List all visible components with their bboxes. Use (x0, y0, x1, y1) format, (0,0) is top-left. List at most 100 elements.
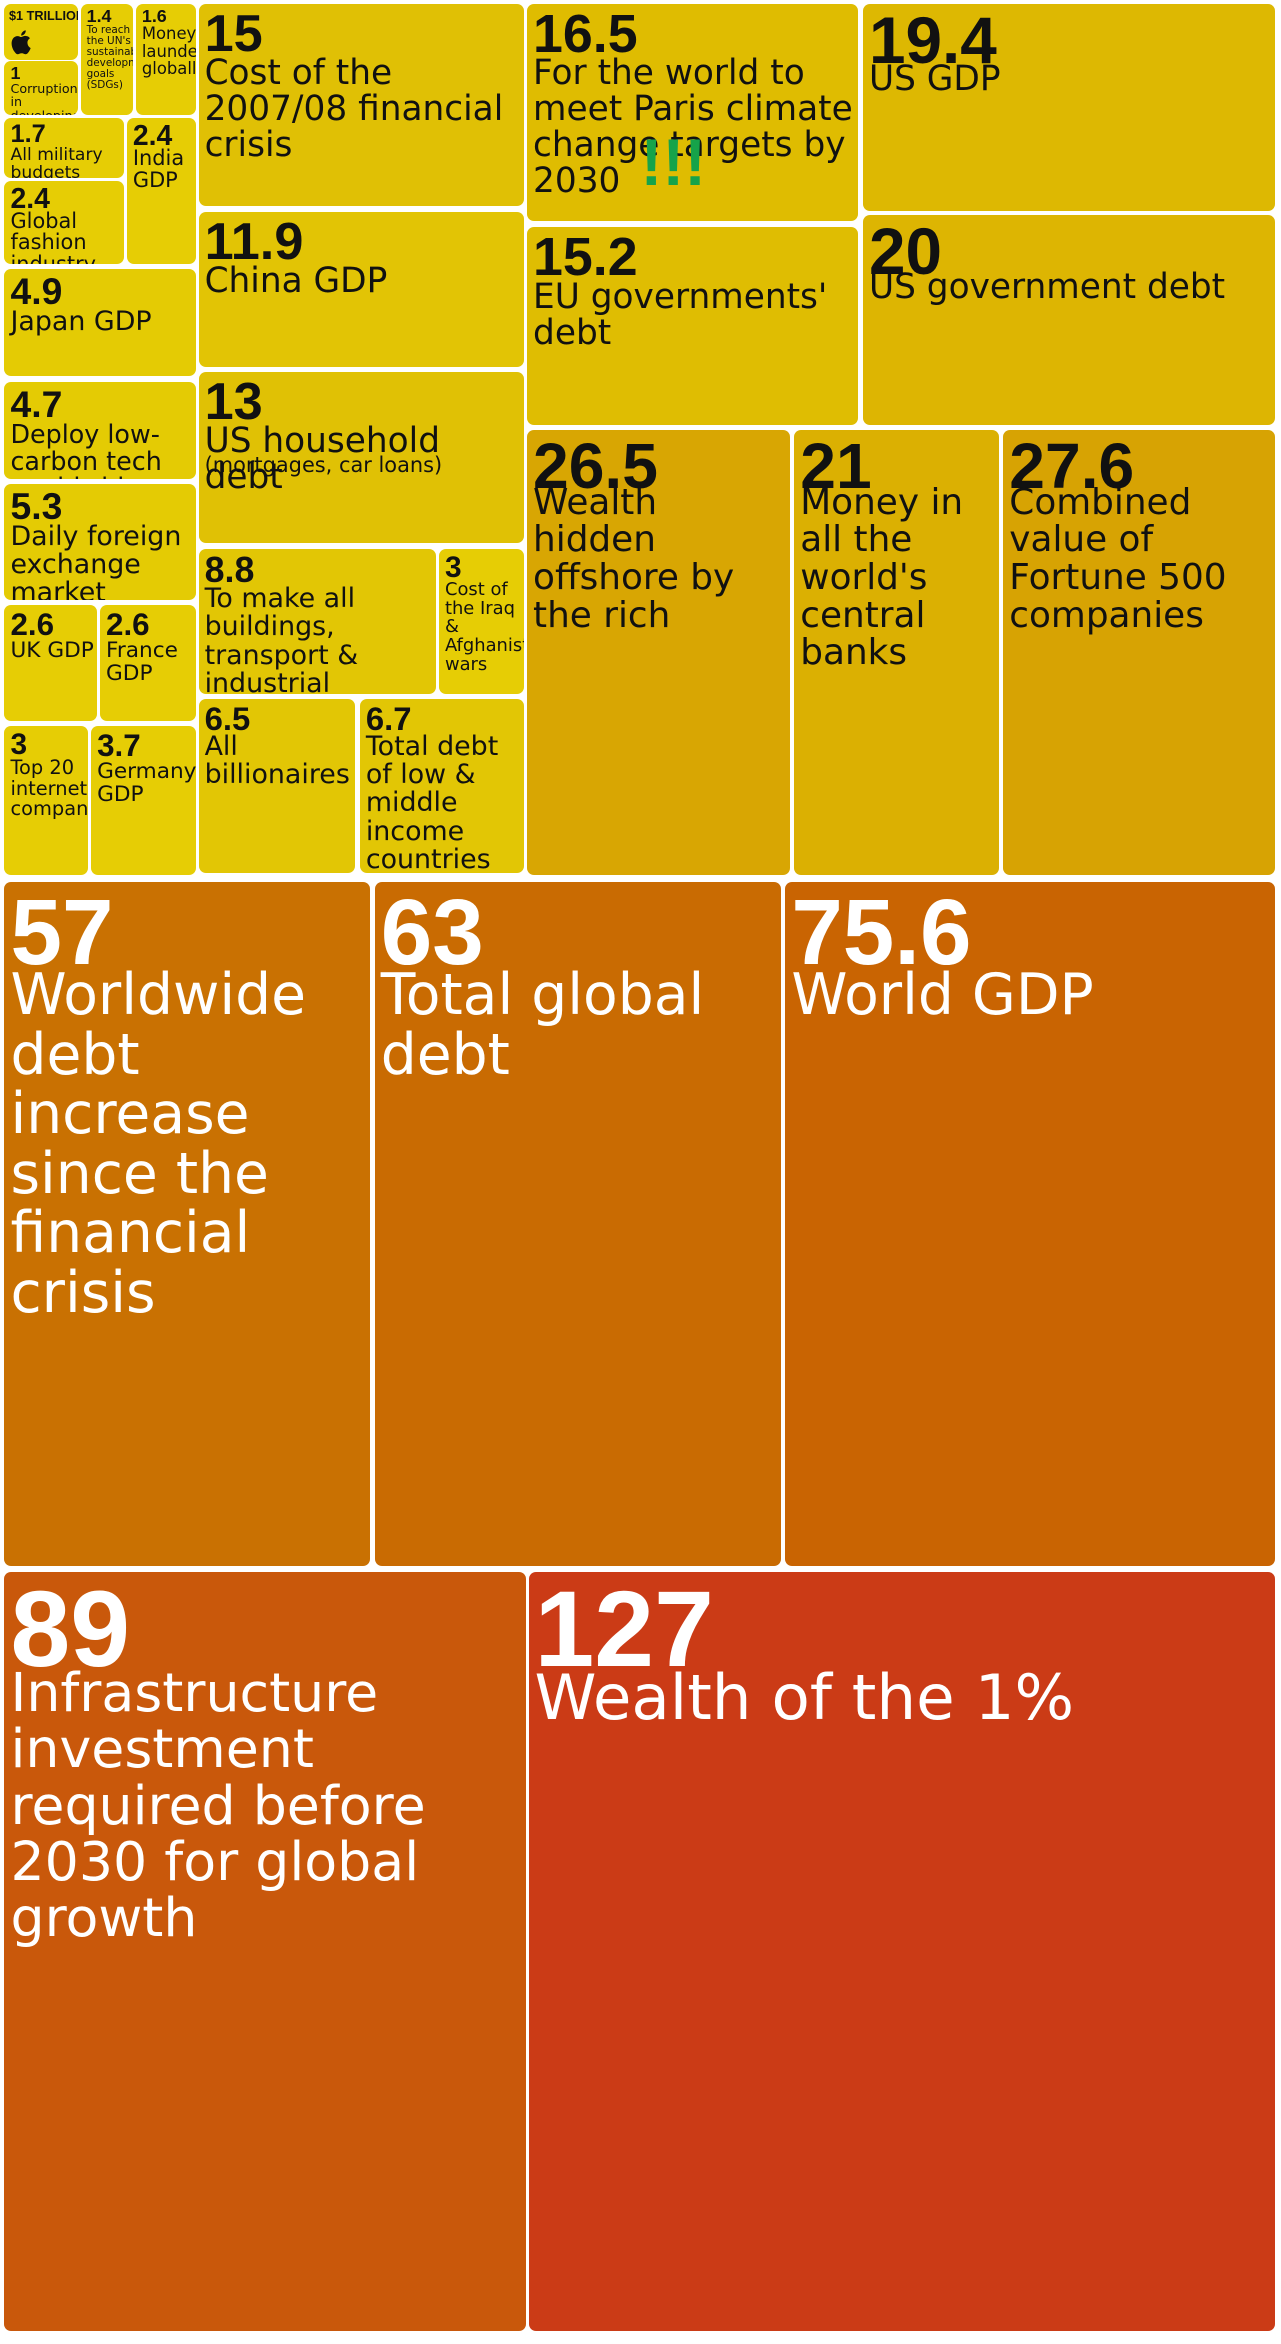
tile-value: 3 (10, 727, 28, 761)
tile-label: Global fashion industry (10, 208, 96, 265)
tile-value: 1.4 (86, 6, 112, 27)
tile-label: Wealth hidden offshore by the rich (533, 481, 735, 636)
treemap-tile-central-banks: 21 Money in all the world's central banks (794, 429, 999, 875)
tile-label: Total debt of low & middle income countr… (365, 731, 499, 874)
tile-value: 27.6 (1009, 429, 1135, 502)
treemap-tile-debt-increase: 57 Worldwide debt increase since the fina… (4, 882, 371, 1567)
tile-label: Cost of the Iraq & Afghanistan wars (444, 578, 524, 676)
treemap-tile-infrastructure: 89 Infrastructure investment required bef… (4, 1572, 526, 2331)
tile-label: Worldwide debt increase since the financ… (10, 961, 307, 1326)
tile-label: For the world to meet Paris climate chan… (533, 53, 853, 202)
unit-label: $1 TRILLION (8, 9, 78, 24)
treemap-tile-us-gdp: 19.4 US GDP (862, 4, 1276, 211)
treemap-tile-fortune-500: 27.6 Combined value of Fortune 500 compan… (1003, 429, 1276, 875)
tile-value: 89 (10, 1572, 131, 1690)
treemap-tile-wealth-1pct: 127 Wealth of the 1% (528, 1572, 1276, 2331)
tile-value: 6.7 (365, 699, 412, 737)
tile-value: 63 (380, 882, 484, 985)
treemap-tile-france-gdp: 2.6 France GDP (100, 604, 196, 722)
tile-value: 8.8 (204, 550, 255, 591)
tile-value: 13 (204, 372, 263, 431)
tile-label: EU governments' debt (533, 277, 828, 354)
tile-value: 11.9 (204, 213, 304, 271)
tile-label: Money in all the world's central banks (800, 481, 964, 674)
tile-value: 127 (534, 1572, 714, 1690)
treemap-tile-household-debt: 13 US household debt (mortgages, car loans… (198, 371, 525, 544)
treemap-tile-china-gdp: 11.9 China GDP (198, 212, 525, 368)
treemap-tile-india-gdp: 2.4 India GDP (126, 117, 196, 265)
treemap-tile-energy-efficient: 8.8 To make all buildings, transport & in… (198, 549, 436, 695)
treemap-tile-military-budgets: 1.7 All military budgets (4, 117, 124, 178)
tile-value: 21 (800, 429, 872, 502)
tile-label: Germany GDP (97, 759, 196, 808)
tile-value: 4.9 (10, 269, 63, 312)
tile-value: 2.4 (132, 119, 173, 152)
tile-value: 15.2 (533, 226, 638, 287)
tile-label: Daily foreign exchange market (10, 520, 182, 601)
treemap-tile-japan-gdp: 4.9 Japan GDP (4, 268, 196, 377)
tile-value: 75.6 (791, 882, 972, 985)
tile-value: 20 (868, 214, 943, 288)
tile-label: US government debt (868, 266, 1226, 307)
tile-value: 1.7 (10, 119, 46, 148)
tile-label: India GDP (132, 145, 185, 192)
tile-value: 3.7 (97, 727, 141, 763)
treemap-tile-un-sdgs: 1.4To reach the UN's sustainable develop… (80, 4, 133, 115)
treemap-tile-billionaires: 6.5 All billionaires (198, 698, 356, 874)
tile-label: Cost of the 2007/08 financial crisis (204, 53, 504, 166)
treemap-tile-financial-crisis: 15 Cost of the 2007/08 financial crisis (198, 4, 525, 207)
tile-label: Money laundered globally (141, 24, 196, 78)
tile-label: Deploy low-carbon tech worldwide (10, 419, 162, 480)
tile-value: 6.5 (204, 699, 251, 737)
tile-label: UK GDP (10, 638, 94, 664)
tile-value: 2.6 (106, 606, 150, 642)
treemap-tile-uk-gdp: 2.6 UK GDP (4, 604, 98, 722)
tile-label: To make all buildings, transport & indus… (204, 583, 359, 695)
treemap-tile-paris: 16.5 For the world to meet Paris climate … (527, 4, 859, 221)
tile-value: 57 (10, 882, 114, 985)
tile-value: 2.6 (10, 606, 55, 642)
tile-label: Combined value of Fortune 500 companies (1009, 481, 1227, 636)
tile-sublabel: (mortgages, car loans) (204, 452, 443, 477)
tile-label: France GDP (106, 638, 178, 687)
tile-label: All billionaires (204, 731, 350, 791)
tile-label: World GDP (791, 961, 1094, 1028)
treemap-tile-us-gov-debt: 20 US government debt (862, 214, 1276, 426)
treemap-tile-eu-debt: 15.2 EU governments' debt (527, 226, 859, 426)
tile-label: To reach the UN's sustainable developmen… (86, 24, 133, 92)
tile-value: 15 (204, 5, 263, 64)
tile-value: 1.6 (141, 6, 167, 27)
exclamation-mark: !!! (640, 125, 707, 199)
tile-value: 3 (444, 551, 462, 585)
tile-value: 26.5 (533, 429, 658, 502)
tile-label: Total global debt (380, 961, 705, 1088)
tile-value: 2.4 (10, 182, 50, 215)
tile-value: 5.3 (10, 484, 63, 527)
tile-value: 16.5 (533, 4, 638, 65)
tile-label: US GDP (868, 59, 1001, 100)
tile-value: 4.7 (10, 383, 63, 426)
tile-label: Infrastructure investment required befor… (10, 1660, 426, 1950)
treemap-tile-offshore: 26.5 Wealth hidden offshore by the rich (527, 429, 790, 875)
treemap-tile-world-gdp: 75.6 World GDP (785, 882, 1276, 1567)
treemap-tile-low-income-debt: 6.7 Total debt of low & middle income cou… (359, 698, 525, 874)
treemap-tile-forex: 5.3 Daily foreign exchange market (4, 483, 196, 601)
treemap-tile-global-debt: 63 Total global debt (374, 882, 781, 1567)
tile-value: 1 (10, 63, 21, 84)
tile-label: All military budgets (10, 145, 103, 178)
tile-label: Corruption in developing countries (10, 81, 78, 115)
treemap-tile-germany-gdp: 3.7 Germany GDP (91, 725, 196, 875)
tile-label: US household debt (204, 420, 440, 497)
treemap-tile-apple: $1 TRILLION (4, 4, 78, 60)
tile-label: China GDP (204, 260, 388, 301)
tile-label: Japan GDP (10, 305, 152, 337)
tile-label: Top 20 internet companies (10, 756, 89, 821)
apple-icon (12, 30, 32, 55)
tile-value: 19.4 (868, 4, 997, 78)
